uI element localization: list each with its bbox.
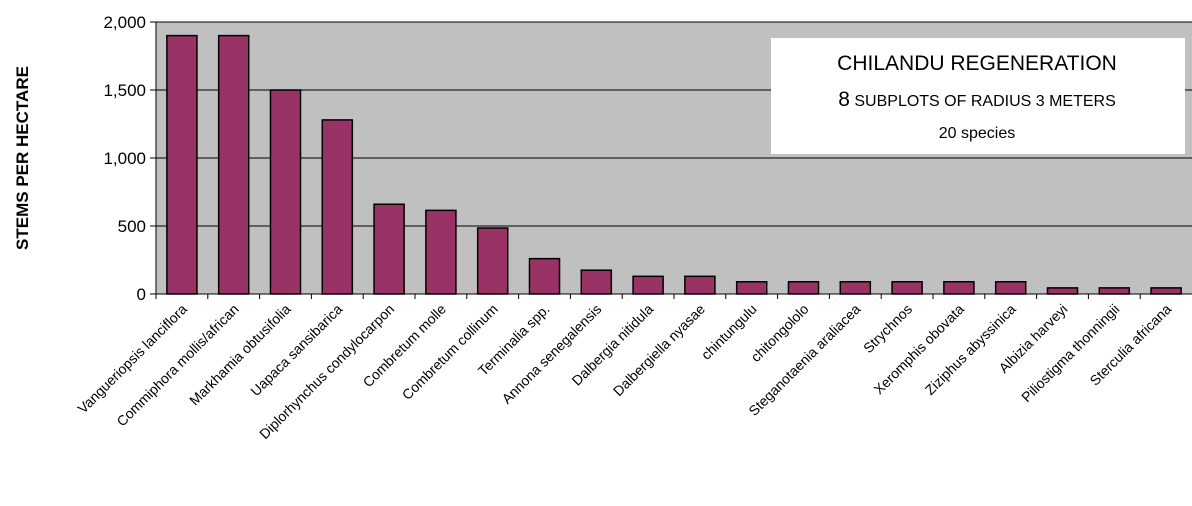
annotation-box: CHILANDU REGENERATION 8 SUBPLOTS OF RADI…	[771, 38, 1185, 154]
x-tick-label: Piliostigma thonningii	[1018, 301, 1122, 405]
y-tick-label: 500	[118, 217, 146, 236]
bar	[994, 281, 1027, 295]
bar	[269, 89, 302, 295]
annotation-species-count: 20 species	[939, 125, 1016, 142]
bar	[217, 34, 250, 295]
bar	[1046, 287, 1079, 295]
y-tick-labels: 0 500 1,000 1,500 2,000	[103, 13, 156, 304]
x-tick-label: Strychnos	[860, 301, 915, 356]
y-tick-label: 1,500	[103, 81, 146, 100]
bar	[1150, 287, 1182, 295]
bar	[891, 281, 923, 295]
y-axis-label: STEMS PER HECTARE	[13, 66, 32, 250]
annotation-subtitle: 8 SUBPLOTS OF RADIUS 3 METERS	[838, 88, 1116, 111]
x-tick-label: Annona senegalensis	[498, 301, 604, 407]
bar	[166, 34, 198, 295]
annotation-title: CHILANDU REGENERATION	[837, 52, 1117, 75]
x-tick-label: Dalbergiella nyasae	[610, 301, 708, 399]
bar	[839, 281, 872, 295]
annotation-subplot-text: SUBPLOTS OF RADIUS 3 METERS	[850, 93, 1116, 110]
bar	[425, 209, 457, 295]
bar	[943, 281, 975, 295]
bars	[166, 34, 1182, 295]
y-tick-label: 2,000	[103, 13, 146, 32]
y-tick-label: 1,000	[103, 149, 146, 168]
bar	[787, 281, 820, 295]
bar	[580, 269, 613, 295]
y-tick-label: 0	[137, 285, 146, 304]
bar	[1098, 287, 1131, 295]
bar	[321, 119, 354, 295]
x-tick-label: Xeromphis obovata	[870, 301, 967, 398]
bar	[684, 275, 716, 295]
x-tick-label: Combretum collinum	[399, 301, 501, 403]
x-tick-label: Markhamia obtusifolia	[186, 301, 294, 409]
x-tick-label: Ziziphus abyssinica	[922, 301, 1019, 398]
bar	[735, 281, 768, 295]
bar	[373, 203, 405, 295]
bar	[528, 257, 561, 295]
x-tick-label: Uapaca sansibarica	[247, 301, 345, 399]
annotation-background	[771, 38, 1185, 154]
bar	[476, 227, 509, 295]
bar	[632, 275, 664, 295]
annotation-subplot-count: 8	[838, 88, 850, 111]
